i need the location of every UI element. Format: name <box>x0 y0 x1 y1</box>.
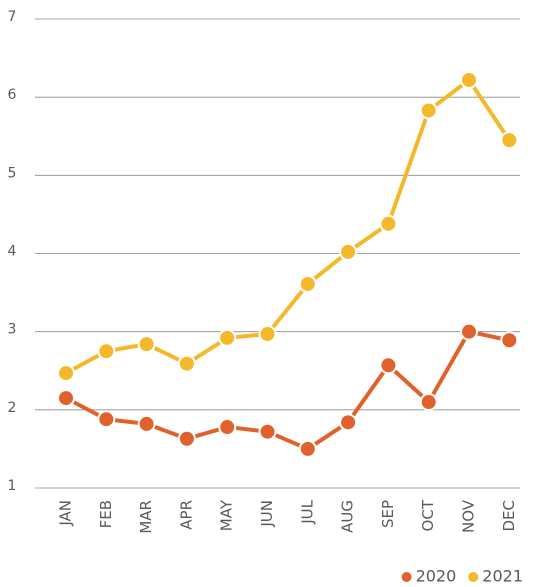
legend-swatch <box>401 572 412 582</box>
y-tick-label: 1 <box>8 478 17 494</box>
x-tick-label: MAY <box>218 499 236 531</box>
x-tick-label: JUL <box>298 499 316 524</box>
y-tick-label: 4 <box>8 244 17 260</box>
marker <box>298 439 317 458</box>
marker <box>379 214 398 233</box>
marker <box>177 354 196 373</box>
legend-label: 2020 <box>416 567 457 586</box>
marker <box>57 364 75 383</box>
x-tick-label: JUN <box>258 500 276 528</box>
x-tick-label: MAR <box>137 500 155 534</box>
marker <box>460 70 478 89</box>
marker <box>97 410 116 429</box>
marker <box>258 325 277 344</box>
marker <box>419 101 438 120</box>
marker <box>298 274 317 293</box>
marker <box>258 422 277 441</box>
marker <box>218 418 237 437</box>
line <box>65 329 510 451</box>
y-tick-label: 2 <box>8 400 17 416</box>
marker <box>500 331 519 350</box>
x-tick-label: DEC <box>500 500 518 532</box>
marker <box>460 322 478 341</box>
marker <box>419 393 438 412</box>
marker <box>500 131 519 150</box>
marker <box>137 335 156 354</box>
x-tick-label: AUG <box>339 500 357 533</box>
y-tick-label: 5 <box>8 165 17 181</box>
marker <box>97 342 116 361</box>
x-tick-label: FEB <box>97 500 115 528</box>
x-tick-label: NOV <box>460 499 478 533</box>
marker <box>379 356 398 375</box>
legend-swatch <box>468 572 479 582</box>
legend-label: 2021 <box>482 567 523 586</box>
marker <box>339 242 358 261</box>
marker <box>218 328 237 347</box>
x-tick-label: OCT <box>419 499 437 531</box>
y-tick-label: 3 <box>8 322 17 338</box>
marker <box>177 429 196 448</box>
line <box>65 77 511 375</box>
y-tick-label: 6 <box>8 87 17 103</box>
y-tick-label: 7 <box>8 9 17 25</box>
x-tick-label: APR <box>177 500 195 530</box>
marker <box>339 413 358 432</box>
marker <box>137 414 156 433</box>
marker <box>57 389 75 408</box>
x-tick-label: JAN <box>57 500 75 527</box>
x-tick-label: SEP <box>379 500 397 528</box>
